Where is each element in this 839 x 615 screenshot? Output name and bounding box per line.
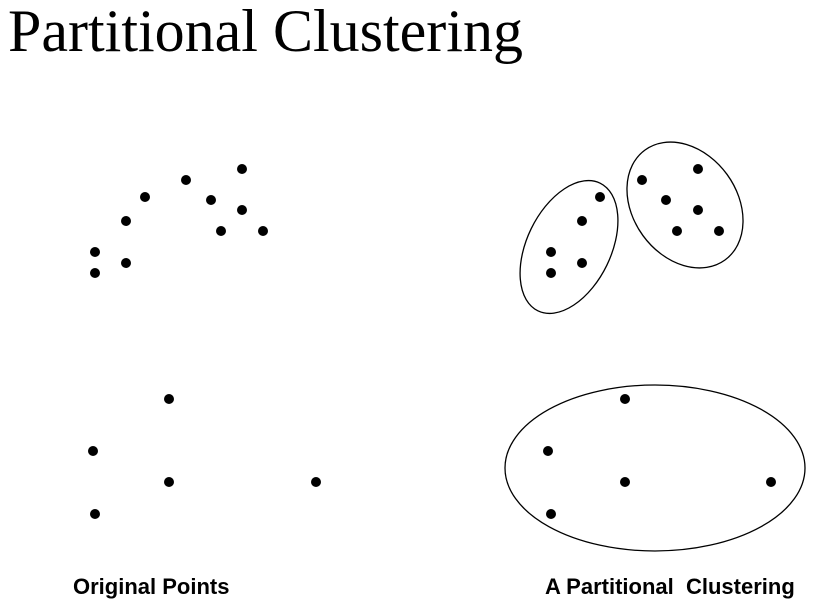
data-point bbox=[164, 394, 174, 404]
data-point bbox=[216, 226, 226, 236]
cluster-outline bbox=[519, 179, 619, 315]
data-point bbox=[258, 226, 268, 236]
data-point bbox=[311, 477, 321, 487]
data-point bbox=[90, 268, 100, 278]
data-point bbox=[181, 175, 191, 185]
data-point bbox=[164, 477, 174, 487]
data-point bbox=[90, 509, 100, 519]
data-point bbox=[543, 446, 553, 456]
data-point bbox=[546, 268, 556, 278]
original-points-caption: Original Points bbox=[73, 574, 230, 599]
data-point bbox=[577, 258, 587, 268]
data-point bbox=[693, 205, 703, 215]
page-title: Partitional Clustering bbox=[8, 0, 523, 64]
data-point bbox=[637, 175, 647, 185]
data-point bbox=[620, 394, 630, 404]
cluster-2 bbox=[626, 141, 744, 269]
data-point bbox=[577, 216, 587, 226]
data-point bbox=[88, 446, 98, 456]
data-point bbox=[620, 477, 630, 487]
cluster-outline bbox=[504, 384, 806, 552]
data-point bbox=[90, 247, 100, 257]
data-point bbox=[595, 192, 605, 202]
data-point bbox=[121, 216, 131, 226]
data-point bbox=[714, 226, 724, 236]
data-point bbox=[672, 226, 682, 236]
data-point bbox=[766, 477, 776, 487]
data-point bbox=[206, 195, 216, 205]
partitional-clustering-panel bbox=[504, 141, 806, 552]
data-point bbox=[237, 205, 247, 215]
original-points-panel bbox=[88, 164, 321, 519]
data-point bbox=[661, 195, 671, 205]
data-point bbox=[237, 164, 247, 174]
data-point bbox=[693, 164, 703, 174]
data-point bbox=[140, 192, 150, 202]
data-point bbox=[121, 258, 131, 268]
cluster-3 bbox=[504, 384, 806, 552]
partitional-clustering-caption: A Partitional Clustering bbox=[545, 574, 795, 599]
data-point bbox=[546, 509, 556, 519]
cluster-1 bbox=[519, 179, 619, 315]
cluster-outline bbox=[626, 141, 744, 269]
data-point bbox=[546, 247, 556, 257]
